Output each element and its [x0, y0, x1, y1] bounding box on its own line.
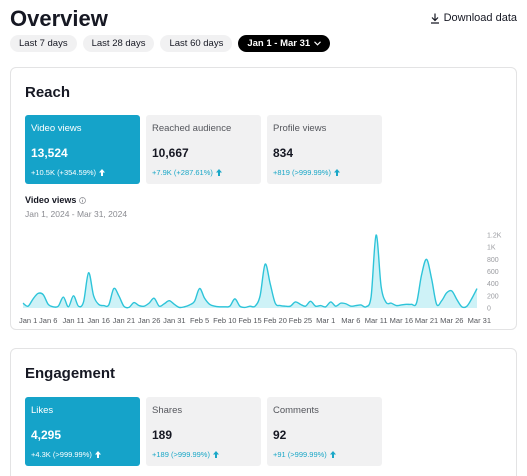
y-tick-label: 600 — [487, 269, 499, 276]
metric-tile-profile-views[interactable]: Profile views 834 +819 (>999.99%) — [267, 115, 382, 184]
metric-value: 4,295 — [31, 428, 62, 442]
x-tick-label: Mar 16 — [390, 316, 413, 325]
x-tick-label: Jan 21 — [113, 316, 136, 325]
download-data-button[interactable]: Download data — [430, 12, 517, 24]
x-tick-label: Jan 31 — [163, 316, 186, 325]
x-tick-label: Feb 25 — [289, 316, 312, 325]
metric-tile-reached-audience[interactable]: Reached audience 10,667 +7.9K (+287.61%) — [146, 115, 261, 184]
filter-label: Jan 1 - Mar 31 — [247, 38, 311, 49]
x-tick-label: Jan 6 — [39, 316, 57, 325]
video-views-area — [23, 234, 477, 308]
x-tick-label: Mar 11 — [365, 316, 388, 325]
reach-card: Reach Video views 13,524 +10.5K (+354.59… — [10, 67, 517, 330]
metric-change: +10.5K (+354.59%) — [31, 168, 106, 177]
arrow-up-icon — [333, 169, 340, 176]
filter-label: Last 28 days — [91, 38, 146, 49]
metric-change-text: +91 (>999.99%) — [273, 450, 327, 459]
metric-label: Comments — [273, 405, 319, 416]
chart-date-range: Jan 1, 2024 - Mar 31, 2024 — [25, 209, 128, 219]
x-tick-label: Jan 11 — [62, 316, 84, 325]
metric-label: Video views — [31, 123, 82, 134]
page-title: Overview — [10, 6, 108, 31]
y-tick-label: 800 — [487, 257, 499, 264]
chart-title-text: Video views — [25, 195, 77, 205]
metric-value: 834 — [273, 146, 294, 160]
arrow-up-icon — [215, 169, 222, 176]
metric-tile-likes[interactable]: Likes 4,295 +4.3K (>999.99%) — [25, 397, 140, 466]
metric-value: 189 — [152, 428, 173, 442]
x-tick-label: Feb 20 — [264, 316, 287, 325]
metric-change-text: +7.9K (+287.61%) — [152, 168, 213, 177]
reach-title: Reach — [25, 84, 71, 101]
metric-change-text: +4.3K (>999.99%) — [31, 450, 92, 459]
chart-title: Video views — [25, 195, 87, 205]
arrow-up-icon — [94, 451, 101, 458]
filter-label: Last 7 days — [19, 38, 68, 49]
metric-change: +819 (>999.99%) — [273, 168, 340, 177]
video-views-chart: 0 200 400 600 800 1K 1.2K Jan 1 Jan 6 Jan 11 Jan 1… — [19, 233, 502, 326]
metric-change: +189 (>999.99%) — [152, 450, 219, 459]
metric-change: +91 (>999.99%) — [273, 450, 336, 459]
filter-last-60-days[interactable]: Last 60 days — [160, 35, 233, 52]
x-tick-label: Mar 1 — [316, 316, 335, 325]
metric-value: 10,667 — [152, 146, 189, 160]
metric-label: Likes — [31, 405, 54, 416]
y-tick-label: 0 — [487, 306, 491, 313]
y-tick-label: 1K — [487, 245, 496, 252]
engagement-title: Engagement — [25, 365, 116, 382]
x-tick-label: Feb 10 — [213, 316, 236, 325]
filter-last-7-days[interactable]: Last 7 days — [10, 35, 77, 52]
metric-tile-comments[interactable]: Comments 92 +91 (>999.99%) — [267, 397, 382, 466]
y-tick-label: 200 — [487, 293, 499, 300]
download-data-label: Download data — [443, 12, 517, 24]
video-views-line — [22, 234, 478, 309]
filter-last-28-days[interactable]: Last 28 days — [82, 35, 155, 52]
metric-change: +7.9K (+287.61%) — [152, 168, 222, 177]
metric-change: +4.3K (>999.99%) — [31, 450, 101, 459]
x-tick-label: Mar 6 — [341, 316, 360, 325]
filter-label: Last 60 days — [169, 38, 224, 49]
download-icon — [430, 13, 439, 24]
x-tick-label: Jan 16 — [87, 316, 110, 325]
metric-label: Reached audience — [152, 123, 232, 134]
chevron-down-icon — [314, 41, 322, 46]
reach-metric-tiles: Video views 13,524 +10.5K (+354.59%) Rea… — [25, 115, 382, 184]
x-tick-label: Feb 15 — [238, 316, 261, 325]
metric-value: 92 — [273, 428, 287, 442]
metric-change-text: +10.5K (+354.59%) — [31, 168, 97, 177]
arrow-up-icon — [99, 169, 106, 176]
metric-label: Profile views — [273, 123, 327, 134]
y-tick-label: 400 — [487, 281, 499, 288]
arrow-up-icon — [329, 451, 336, 458]
filter-custom-range[interactable]: Jan 1 - Mar 31 — [238, 35, 331, 52]
date-filter-group: Last 7 days Last 28 days Last 60 days Ja… — [10, 35, 331, 52]
x-tick-label: Mar 21 — [415, 316, 438, 325]
engagement-metric-tiles: Likes 4,295 +4.3K (>999.99%) Shares 189 … — [25, 397, 382, 466]
metric-change-text: +819 (>999.99%) — [273, 168, 331, 177]
metric-value: 13,524 — [31, 146, 68, 160]
engagement-card: Engagement Likes 4,295 +4.3K (>999.99%) … — [10, 348, 517, 476]
metric-tile-video-views[interactable]: Video views 13,524 +10.5K (+354.59%) — [25, 115, 140, 184]
y-tick-label: 1.2K — [487, 233, 502, 240]
info-icon[interactable] — [79, 196, 87, 204]
x-tick-label: Jan 1 — [19, 316, 37, 325]
x-tick-label: Mar 31 — [468, 316, 491, 325]
x-tick-label: Mar 26 — [440, 316, 463, 325]
metric-tile-shares[interactable]: Shares 189 +189 (>999.99%) — [146, 397, 261, 466]
metric-label: Shares — [152, 405, 183, 416]
arrow-up-icon — [212, 451, 219, 458]
x-tick-label: Jan 26 — [138, 316, 161, 325]
metric-change-text: +189 (>999.99%) — [152, 450, 210, 459]
x-tick-label: Feb 5 — [190, 316, 209, 325]
